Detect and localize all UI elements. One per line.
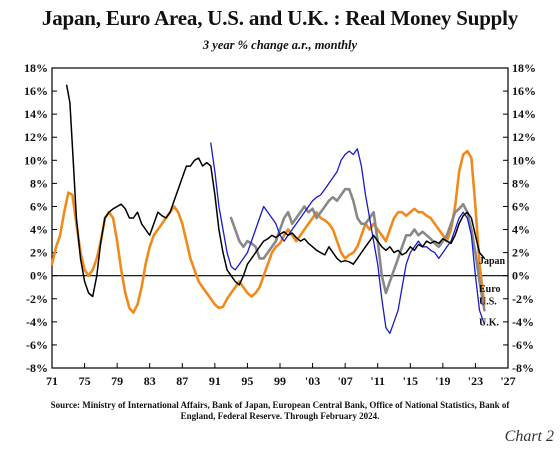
series-line-uk	[210, 142, 486, 335]
x-tick-label: '07	[337, 374, 352, 388]
chart-caption: Chart 2	[504, 428, 554, 445]
x-tick-label: 87	[176, 374, 188, 388]
x-tick-label: '11	[370, 374, 385, 388]
axes-layer: -8% -8% -6% -6% -4% -4% -2% -2% 0% 0% 2% 2% 4% 4% 6% 6%…	[24, 61, 536, 388]
x-tick-label: '27	[500, 374, 515, 388]
x-tick-label: '23	[468, 374, 483, 388]
y-tick-label-right: -4%	[512, 315, 534, 329]
chart-title: Japan, Euro Area, U.S. and U.K. : Real M…	[41, 6, 519, 30]
series-labels-layer: Japan Euro U.S. U.K.	[479, 256, 506, 328]
y-tick-label-left: 16%	[24, 84, 48, 98]
y-tick-label-left: 8%	[30, 176, 48, 190]
y-tick-label-right: -8%	[512, 361, 534, 375]
y-tick-label-left: 2%	[30, 246, 48, 260]
y-tick-label-right: 4%	[512, 223, 530, 237]
y-tick-label-right: 14%	[512, 107, 536, 121]
y-tick-label-left: 6%	[30, 199, 48, 213]
series-label-euro: Euro	[479, 284, 501, 295]
source-note: Source: Ministry of International Affair…	[50, 400, 510, 421]
y-tick-label-right: 16%	[512, 84, 536, 98]
x-tick-label: 71	[46, 374, 58, 388]
y-tick-label-left: -2%	[26, 292, 48, 306]
x-tick-label: 75	[79, 374, 91, 388]
y-tick-label-right: 18%	[512, 61, 536, 75]
series-label-us: U.S.	[479, 297, 497, 308]
x-tick-label: 79	[111, 374, 123, 388]
x-tick-label: 91	[209, 374, 221, 388]
y-tick-label-left: -8%	[26, 361, 48, 375]
y-tick-label-right: 6%	[512, 199, 530, 213]
chart-subtitle: 3 year % change a.r., monthly	[202, 38, 358, 52]
y-tick-label-right: 2%	[512, 246, 530, 260]
y-tick-label-right: -2%	[512, 292, 534, 306]
y-tick-label-left: 4%	[30, 223, 48, 237]
y-tick-label-left: -6%	[26, 338, 48, 352]
x-tick-label: 99	[274, 374, 286, 388]
x-tick-label: '19	[435, 374, 450, 388]
y-tick-label-left: 18%	[24, 61, 48, 75]
series-label-uk: U.K.	[479, 317, 500, 328]
x-tick-label: '15	[403, 374, 418, 388]
x-tick-label: 83	[144, 374, 156, 388]
series-line-us	[229, 187, 486, 312]
y-tick-label-right: -6%	[512, 338, 534, 352]
plot-frame	[51, 67, 509, 369]
x-tick-label: 95	[241, 374, 253, 388]
x-tick-label: '03	[305, 374, 320, 388]
y-tick-label-left: -4%	[26, 315, 48, 329]
y-tick-label-right: 12%	[512, 130, 536, 144]
y-tick-label-left: 10%	[24, 153, 48, 167]
y-tick-label-left: 12%	[24, 130, 48, 144]
series-line-japan	[65, 84, 486, 298]
y-tick-label-right: 8%	[512, 176, 530, 190]
y-tick-label-right: 10%	[512, 153, 536, 167]
y-tick-label-right: 0%	[512, 269, 530, 283]
y-tick-label-left: 14%	[24, 107, 48, 121]
series-layer	[50, 84, 486, 335]
y-tick-label-left: 0%	[30, 269, 48, 283]
series-line-euro	[50, 149, 486, 314]
series-label-japan: Japan	[479, 256, 506, 267]
